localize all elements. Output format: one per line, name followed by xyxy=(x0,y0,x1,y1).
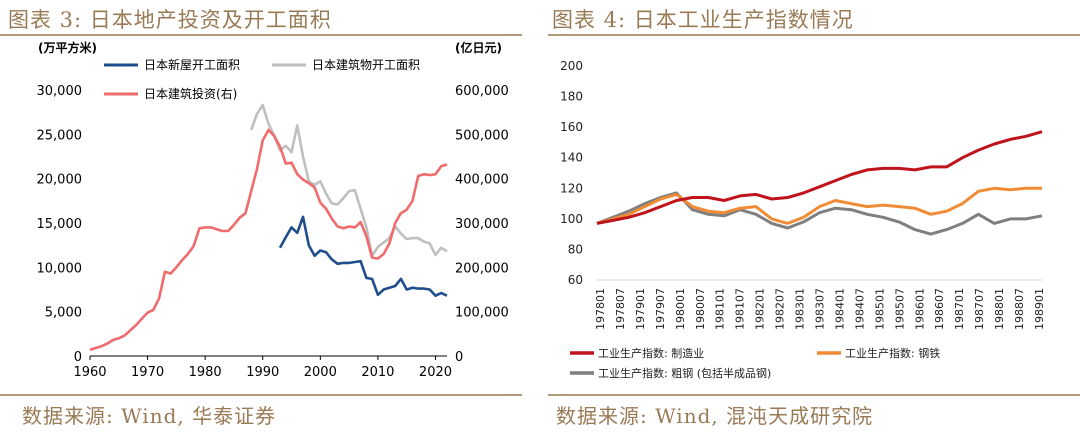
left-legend-label: 日本建筑物开工面积 xyxy=(312,57,420,72)
right-x-tick-label: 198207 xyxy=(774,288,787,330)
left-series-line-1 xyxy=(249,103,448,258)
right-series-line-0 xyxy=(596,130,1043,225)
right-x-tick-label: 198607 xyxy=(933,288,946,330)
right-x-tick-label: 198007 xyxy=(694,288,707,330)
left-y-tick-label: 5,000 xyxy=(45,306,82,321)
right-x-tick-label: 198507 xyxy=(893,288,906,330)
right-chart-title: 图表 4: 日本工业生产指数情况 xyxy=(552,8,854,32)
left-x-tick-label: 2010 xyxy=(361,365,394,380)
right-x-tick-label: 198701 xyxy=(953,288,966,330)
left-y-tick-label: 10,000 xyxy=(37,261,83,276)
right-y-tick-label: 140 xyxy=(560,151,583,165)
right-y-tick-label: 100,000 xyxy=(455,306,509,321)
right-legend-label: 工业生产指数: 粗钢 (包括半成品钢) xyxy=(598,366,771,380)
right-y-tick-label: 120 xyxy=(560,181,583,195)
right-chart: 60 80 100 120 140 160 180 200 197801 197807 197901… xyxy=(560,59,1046,380)
right-x-tick-label: 198801 xyxy=(993,288,1006,330)
left-chart-title: 图表 3: 日本地产投资及开工面积 xyxy=(8,8,332,32)
left-x-tick-label: 2020 xyxy=(419,365,452,380)
right-x-tick-label: 198107 xyxy=(734,288,747,330)
right-source-rule xyxy=(548,394,1080,396)
right-x-tick-label: 198807 xyxy=(1013,288,1026,330)
right-y-tick-label: 60 xyxy=(568,273,583,287)
right-series-line-1 xyxy=(596,186,1042,225)
right-x-tick-label: 197907 xyxy=(654,288,667,330)
left-axis-unit-right: (亿日元) xyxy=(455,40,502,55)
right-y-tick-label: 0 xyxy=(455,350,463,365)
left-x-tick-label: 1990 xyxy=(246,365,279,380)
right-x-tick-label: 198101 xyxy=(714,288,727,330)
left-title-rule xyxy=(0,34,522,36)
right-x-tick-label: 198707 xyxy=(973,288,986,330)
right-y-tick-label: 180 xyxy=(560,90,583,104)
right-x-tick-label: 198301 xyxy=(794,288,807,330)
left-x-tick-label: 1980 xyxy=(189,365,222,380)
right-y-tick-label: 500,000 xyxy=(455,128,509,143)
left-series-line-2 xyxy=(89,128,448,352)
left-legend-label: 日本新屋开工面积 xyxy=(144,57,240,72)
right-y-tick-label: 600,000 xyxy=(455,84,509,99)
right-x-tick-label: 197901 xyxy=(634,288,647,330)
right-y-tick-label: 400,000 xyxy=(455,173,509,188)
right-legend-label: 工业生产指数: 钢铁 xyxy=(845,346,940,360)
right-x-tick-label: 198307 xyxy=(814,288,827,330)
left-x-tick-label: 1970 xyxy=(131,365,164,380)
left-series-line-0 xyxy=(278,215,448,298)
right-x-tick-label: 198501 xyxy=(873,288,886,330)
right-y-tick-label: 200,000 xyxy=(455,261,509,276)
left-y-tick-label: 0 xyxy=(74,350,82,365)
right-title-rule xyxy=(548,34,1080,36)
left-legend-label: 日本建筑投资(右) xyxy=(144,86,237,101)
left-source-rule xyxy=(0,394,522,396)
right-y-tick-label: 80 xyxy=(568,242,583,256)
left-y-tick-label: 15,000 xyxy=(37,217,83,232)
right-x-tick-label: 197801 xyxy=(594,288,607,330)
right-x-tick-label: 198201 xyxy=(754,288,767,330)
right-x-tick-label: 198901 xyxy=(1033,288,1046,330)
left-axis-unit-labels: (万平方米) (亿日元) xyxy=(38,40,502,55)
left-axis-unit-left: (万平方米) xyxy=(38,40,97,55)
right-y-tick-label: 160 xyxy=(560,120,583,134)
right-x-tick-label: 198601 xyxy=(913,288,926,330)
right-y-tick-label: 100 xyxy=(560,212,583,226)
left-chart: (万平方米) (亿日元) 1960 1970 1980 1990 2000 2010 202… xyxy=(37,40,509,380)
right-legend-label: 工业生产指数: 制造业 xyxy=(598,346,704,360)
right-y-tick-label: 200 xyxy=(560,59,583,73)
left-source-note: 数据来源: Wind, 华泰证券 xyxy=(22,404,277,428)
right-x-tick-label: 198401 xyxy=(833,288,846,330)
left-x-tick-label: 1960 xyxy=(73,365,106,380)
left-x-tick-label: 2000 xyxy=(304,365,337,380)
left-y-tick-label: 25,000 xyxy=(37,128,83,143)
left-y-tick-label: 20,000 xyxy=(37,173,83,188)
left-y-tick-label: 30,000 xyxy=(37,84,83,99)
right-source-note: 数据来源: Wind, 混沌天成研究院 xyxy=(556,404,874,428)
right-x-tick-label: 198001 xyxy=(674,288,687,330)
right-x-tick-label: 198407 xyxy=(853,288,866,330)
right-x-tick-label: 197807 xyxy=(614,288,627,330)
right-y-tick-label: 300,000 xyxy=(455,217,509,232)
